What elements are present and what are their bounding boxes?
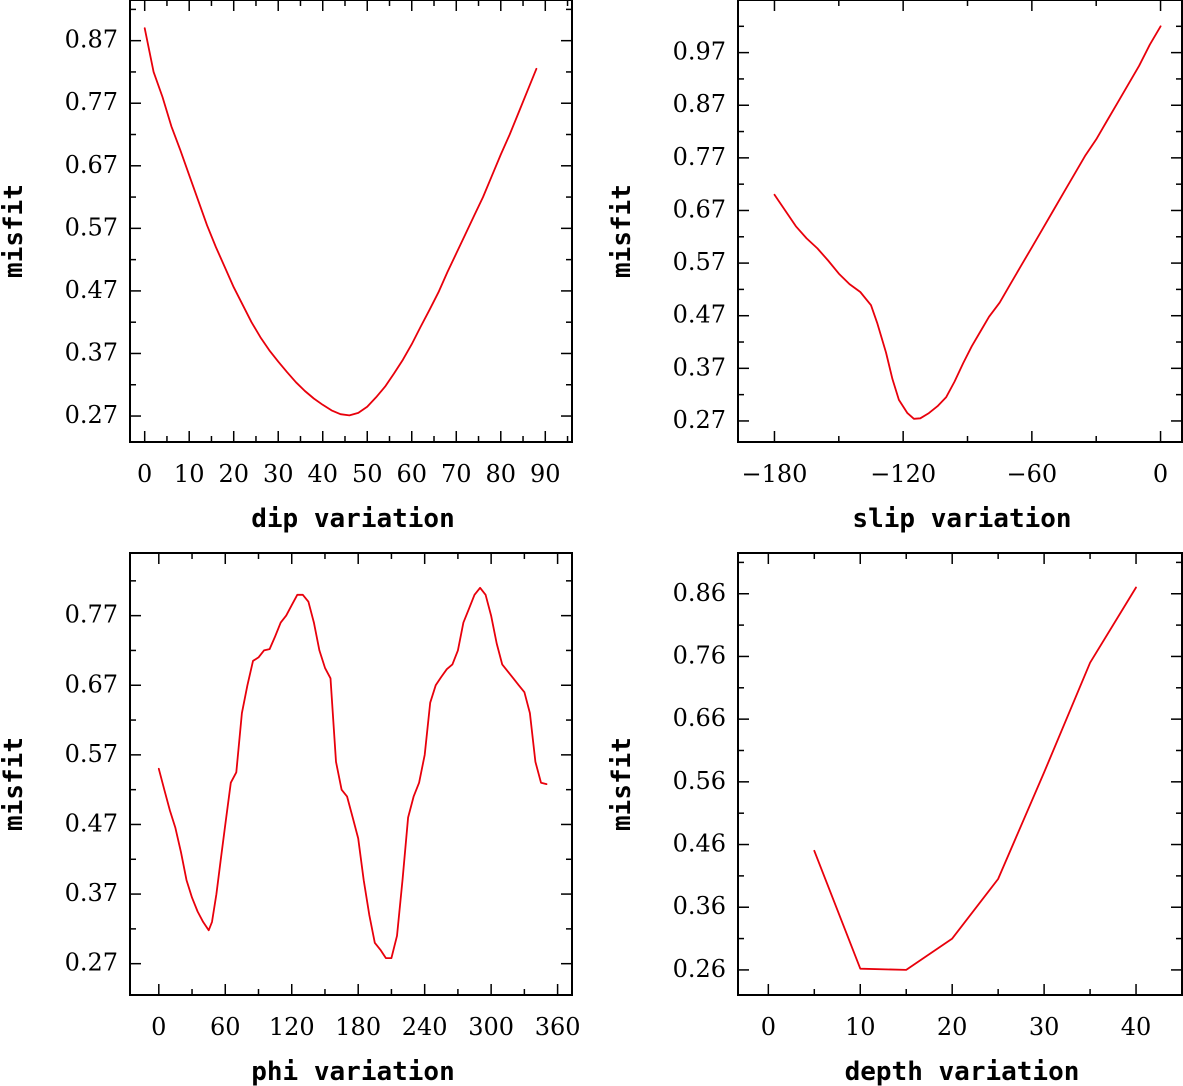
dip-y-axis-label: misfit bbox=[0, 184, 29, 278]
phi-xtick-label: 180 bbox=[335, 1013, 381, 1041]
dip-ytick-label: 0.27 bbox=[65, 401, 118, 429]
depth-ytick-label: 0.56 bbox=[673, 767, 726, 795]
depth-ytick-label: 0.86 bbox=[673, 579, 726, 607]
depth-xtick-label: 0 bbox=[761, 1013, 776, 1041]
depth-ytick-label: 0.26 bbox=[673, 955, 726, 983]
dip-xtick-label: 90 bbox=[530, 460, 561, 488]
dip-xtick-label: 40 bbox=[307, 460, 338, 488]
phi-xtick-label: 360 bbox=[535, 1013, 581, 1041]
phi-ytick-label: 0.37 bbox=[65, 879, 118, 907]
depth-ytick-label: 0.66 bbox=[673, 704, 726, 732]
depth-misfit-line bbox=[813, 586, 1137, 971]
dip-ytick-label: 0.37 bbox=[65, 338, 118, 366]
phi-xtick-label: 60 bbox=[210, 1013, 241, 1041]
slip-ytick-label: 0.37 bbox=[673, 353, 726, 381]
depth-ytick-label: 0.46 bbox=[673, 830, 726, 858]
phi-ytick-label: 0.67 bbox=[65, 670, 118, 698]
slip-y-axis-label: misfit bbox=[607, 184, 637, 278]
slip-ytick-label: 0.27 bbox=[673, 406, 726, 434]
dip-xtick-label: 80 bbox=[486, 460, 517, 488]
phi-variation-panel: 0.27 0.37 0.47 0.57 0.67 0.77 0 60 120 180 240 300 3… bbox=[0, 552, 581, 1086]
slip-ytick-label: 0.87 bbox=[673, 90, 726, 118]
phi-xtick-label: 300 bbox=[468, 1013, 514, 1041]
dip-xtick-label: 30 bbox=[263, 460, 294, 488]
depth-ytick-label: 0.36 bbox=[673, 892, 726, 920]
dip-xtick-label: 70 bbox=[441, 460, 472, 488]
phi-xtick-label: 240 bbox=[402, 1013, 448, 1041]
depth-ytick-label: 0.76 bbox=[673, 641, 726, 669]
phi-y-axis-label: misfit bbox=[0, 737, 29, 831]
slip-ytick-label: 0.77 bbox=[673, 143, 726, 171]
phi-xtick-label: 0 bbox=[151, 1013, 166, 1041]
phi-ytick-label: 0.27 bbox=[65, 949, 118, 977]
dip-xtick-label: 60 bbox=[396, 460, 427, 488]
slip-xtick-label: −60 bbox=[1007, 460, 1058, 488]
dip-xtick-label: 10 bbox=[174, 460, 205, 488]
phi-xtick-label: 120 bbox=[269, 1013, 315, 1041]
slip-variation-panel: 0.27 0.37 0.47 0.57 0.67 0.77 0.87 0.97 −180 −120… bbox=[607, 0, 1183, 534]
slip-xtick-label: 0 bbox=[1153, 460, 1168, 488]
dip-ytick-label: 0.47 bbox=[65, 276, 118, 304]
slip-ytick-label: 0.97 bbox=[673, 38, 726, 66]
slip-misfit-line bbox=[773, 25, 1162, 420]
phi-ytick-label: 0.77 bbox=[65, 601, 118, 629]
slip-xtick-label: −120 bbox=[870, 460, 936, 488]
slip-x-axis-label: slip variation bbox=[852, 504, 1071, 534]
depth-plot-frame bbox=[737, 552, 1183, 996]
phi-ytick-label: 0.47 bbox=[65, 809, 118, 837]
dip-ytick-label: 0.57 bbox=[65, 213, 118, 241]
depth-y-axis-label: misfit bbox=[607, 737, 637, 831]
slip-plot-frame bbox=[737, 0, 1183, 443]
dip-ytick-label: 0.77 bbox=[65, 88, 118, 116]
depth-xtick-label: 10 bbox=[845, 1013, 876, 1041]
depth-variation-panel: 0.26 0.36 0.46 0.56 0.66 0.76 0.86 0 10 20 30 40 dep… bbox=[607, 552, 1183, 1086]
dip-plot-frame bbox=[129, 0, 573, 443]
slip-ytick-label: 0.57 bbox=[673, 248, 726, 276]
dip-ytick-label: 0.67 bbox=[65, 151, 118, 179]
depth-xtick-label: 30 bbox=[1029, 1013, 1060, 1041]
depth-x-axis-label: depth variation bbox=[845, 1057, 1080, 1086]
phi-misfit-line bbox=[157, 586, 548, 959]
dip-xtick-label: 0 bbox=[137, 460, 152, 488]
dip-xtick-label: 20 bbox=[218, 460, 249, 488]
slip-xtick-label: −180 bbox=[742, 460, 808, 488]
dip-ytick-label: 0.87 bbox=[65, 26, 118, 54]
dip-variation-panel: 0.27 0.37 0.47 0.57 0.67 0.77 0.87 0 10 20 30 40 50 6… bbox=[0, 0, 573, 534]
dip-misfit-line bbox=[143, 27, 538, 417]
slip-ytick-label: 0.47 bbox=[673, 301, 726, 329]
phi-plot-frame bbox=[129, 552, 573, 996]
phi-x-axis-label: phi variation bbox=[251, 1057, 455, 1086]
slip-ytick-label: 0.67 bbox=[673, 195, 726, 223]
depth-xtick-label: 40 bbox=[1121, 1013, 1152, 1041]
dip-xtick-label: 50 bbox=[352, 460, 383, 488]
phi-ytick-label: 0.57 bbox=[65, 740, 118, 768]
dip-x-axis-label: dip variation bbox=[251, 504, 455, 534]
depth-xtick-label: 20 bbox=[937, 1013, 968, 1041]
